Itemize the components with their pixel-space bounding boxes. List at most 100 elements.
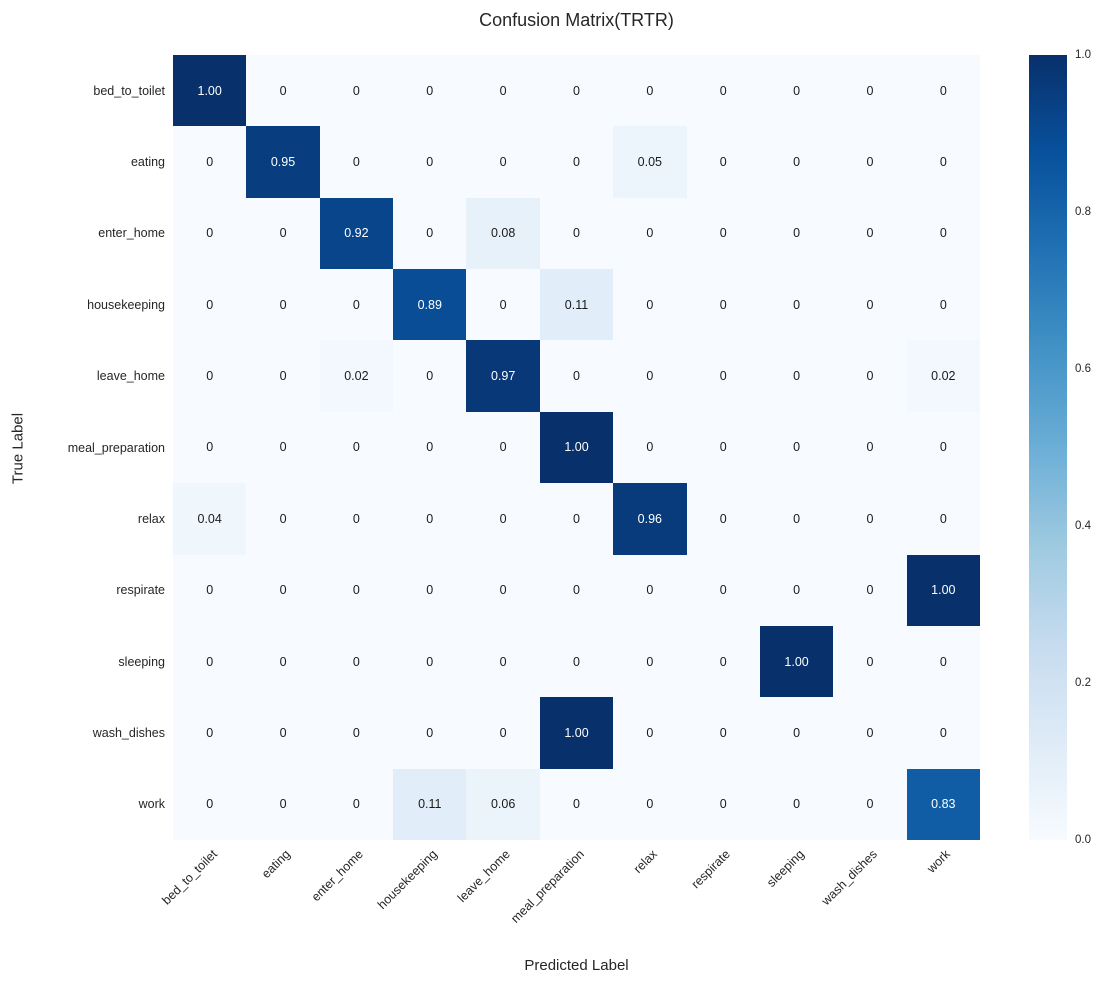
heatmap-cell: 0 bbox=[613, 269, 687, 341]
heatmap-cell: 0 bbox=[466, 55, 540, 127]
heatmap-cell: 0 bbox=[246, 625, 320, 698]
heatmap-cell: 0.97 bbox=[466, 340, 540, 412]
heatmap-cell: 0.89 bbox=[393, 269, 467, 341]
heatmap-cell: 0 bbox=[759, 197, 834, 270]
heatmap-cell: 1.00 bbox=[539, 411, 614, 484]
heatmap-cell: 0.04 bbox=[173, 483, 247, 555]
y-axis-title: True Label bbox=[9, 412, 27, 485]
y-tick-label: eating bbox=[130, 155, 165, 170]
heatmap-cell: 0 bbox=[613, 340, 687, 412]
heatmap-cell: 0 bbox=[466, 625, 540, 698]
y-tick-label: relax bbox=[137, 511, 165, 526]
heatmap-cell: 0 bbox=[246, 55, 320, 127]
heatmap-cell: 0 bbox=[173, 340, 247, 412]
heatmap-cell: 0 bbox=[613, 768, 687, 840]
heatmap-cell: 0 bbox=[173, 554, 247, 626]
heatmap-cell: 0 bbox=[686, 340, 760, 412]
heatmap-cell: 0 bbox=[466, 697, 540, 769]
y-tick-label: enter_home bbox=[98, 226, 165, 241]
y-tick-label: leave_home bbox=[96, 369, 165, 384]
y-tick-label: wash_dishes bbox=[92, 725, 165, 740]
heatmap-cell: 0 bbox=[759, 269, 834, 341]
heatmap-cell: 0 bbox=[466, 483, 540, 555]
heatmap-cell: 0 bbox=[613, 197, 687, 270]
heatmap-cell: 0 bbox=[173, 697, 247, 769]
heatmap-cell: 0 bbox=[833, 483, 907, 555]
heatmap-cell: 0.02 bbox=[319, 340, 394, 412]
heatmap-cell: 0 bbox=[686, 697, 760, 769]
heatmap-cell: 0 bbox=[613, 411, 687, 484]
heatmap-cell: 0 bbox=[393, 197, 467, 270]
heatmap-cell: 0 bbox=[319, 625, 394, 698]
heatmap-cell: 0 bbox=[833, 340, 907, 412]
y-tick-label: sleeping bbox=[118, 654, 165, 669]
heatmap-cell: 0 bbox=[393, 411, 467, 484]
heatmap-cell: 0 bbox=[319, 554, 394, 626]
heatmap-cell: 0 bbox=[759, 55, 834, 127]
heatmap-cell: 0 bbox=[246, 340, 320, 412]
colorbar-gradient bbox=[1029, 55, 1067, 840]
heatmap-cell: 0 bbox=[833, 269, 907, 341]
heatmap-cell: 0 bbox=[833, 554, 907, 626]
heatmap-cell: 0 bbox=[319, 55, 394, 127]
heatmap-cell: 0.08 bbox=[466, 197, 540, 270]
heatmap-cell: 0 bbox=[759, 768, 834, 840]
heatmap-cell: 0 bbox=[393, 340, 467, 412]
heatmap-cell: 0 bbox=[906, 55, 980, 127]
heatmap-cell: 0 bbox=[466, 554, 540, 626]
heatmap-cell: 0 bbox=[759, 411, 834, 484]
heatmap-cell: 0 bbox=[539, 340, 614, 412]
heatmap-cell: 0 bbox=[686, 126, 760, 198]
heatmap-cell: 0.11 bbox=[393, 768, 467, 840]
heatmap-cell: 0 bbox=[686, 483, 760, 555]
heatmap-cell: 0.92 bbox=[319, 197, 394, 270]
colorbar-tick-label: 0.4 bbox=[1075, 520, 1091, 532]
heatmap-cell: 0 bbox=[393, 625, 467, 698]
heatmap-cell: 1.00 bbox=[906, 554, 980, 626]
heatmap-cell: 0 bbox=[613, 697, 687, 769]
heatmap-cell: 0 bbox=[246, 554, 320, 626]
heatmap-cell: 0 bbox=[906, 483, 980, 555]
heatmap-cell: 0 bbox=[319, 126, 394, 198]
heatmap-cell: 0 bbox=[759, 697, 834, 769]
heatmap-cell: 0 bbox=[906, 269, 980, 341]
heatmap-cell: 0 bbox=[539, 483, 614, 555]
heatmap-cell: 0.06 bbox=[466, 768, 540, 840]
heatmap-cell: 1.00 bbox=[759, 625, 834, 698]
y-tick-label: respirate bbox=[116, 583, 165, 598]
y-tick-label: work bbox=[138, 797, 165, 812]
heatmap-cell: 0 bbox=[319, 768, 394, 840]
colorbar-tick-label: 0.6 bbox=[1075, 363, 1091, 375]
heatmap-cell: 0 bbox=[686, 554, 760, 626]
x-axis-title: Predicted Label bbox=[524, 957, 629, 974]
y-tick-label: meal_preparation bbox=[67, 440, 165, 455]
heatmap-cell: 0.11 bbox=[539, 269, 614, 341]
chart-title: Confusion Matrix(TRTR) bbox=[479, 10, 674, 30]
heatmap-cell: 0 bbox=[173, 269, 247, 341]
heatmap-cell: 0 bbox=[686, 768, 760, 840]
heatmap-cell: 0 bbox=[393, 483, 467, 555]
heatmap-cell: 0 bbox=[393, 697, 467, 769]
heatmap-cell: 0 bbox=[539, 55, 614, 127]
heatmap-cell: 0 bbox=[759, 340, 834, 412]
heatmap-cell: 0 bbox=[393, 55, 467, 127]
heatmap-cell: 0 bbox=[906, 411, 980, 484]
colorbar-tick-label: 0.0 bbox=[1075, 834, 1091, 846]
heatmap-cell: 0 bbox=[319, 269, 394, 341]
heatmap-cell: 0 bbox=[613, 625, 687, 698]
heatmap-cell: 0 bbox=[246, 483, 320, 555]
heatmap-cell: 0 bbox=[539, 768, 614, 840]
heatmap-cell: 0 bbox=[833, 197, 907, 270]
heatmap-cell: 0 bbox=[246, 697, 320, 769]
heatmap-cell: 0 bbox=[173, 411, 247, 484]
heatmap-cell: 0 bbox=[246, 269, 320, 341]
heatmap-cell: 0.02 bbox=[906, 340, 980, 412]
y-tick-label: bed_to_toilet bbox=[93, 83, 165, 98]
heatmap-cell: 0 bbox=[246, 197, 320, 270]
heatmap-cell: 0 bbox=[246, 411, 320, 484]
heatmap-cell: 0 bbox=[173, 197, 247, 270]
heatmap-cell: 0 bbox=[393, 126, 467, 198]
heatmap-grid: 1.00 0 0 0 0 0 0 0 0 0 0 0 0.95 0 0 0 0 0.05 0 0 0 0 0 0 0.92 0 0.… bbox=[173, 55, 980, 840]
heatmap-cell: 0 bbox=[319, 483, 394, 555]
heatmap-cell: 0 bbox=[539, 625, 614, 698]
